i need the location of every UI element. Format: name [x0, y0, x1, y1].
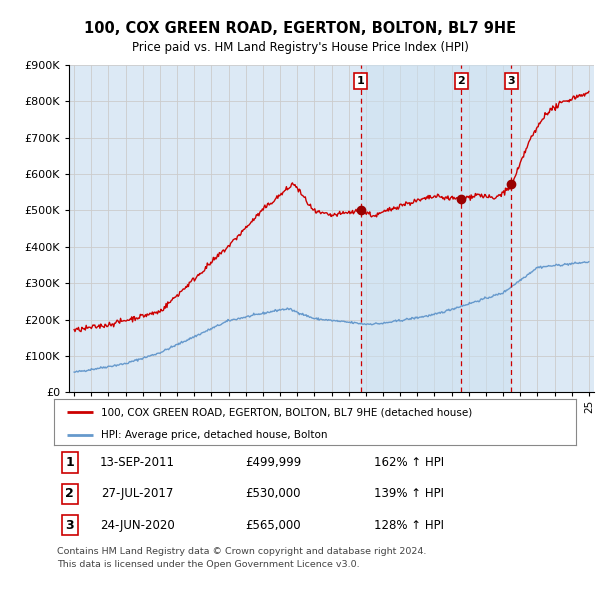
Text: This data is licensed under the Open Government Licence v3.0.: This data is licensed under the Open Gov…	[57, 560, 359, 569]
Text: 3: 3	[65, 519, 74, 532]
Text: £530,000: £530,000	[245, 487, 301, 500]
Bar	[361, 65, 511, 392]
Text: 100, COX GREEN ROAD, EGERTON, BOLTON, BL7 9HE (detached house): 100, COX GREEN ROAD, EGERTON, BOLTON, BL…	[101, 407, 472, 417]
Text: 128% ↑ HPI: 128% ↑ HPI	[374, 519, 444, 532]
Text: £499,999: £499,999	[245, 456, 301, 469]
Text: 1: 1	[65, 456, 74, 469]
Text: £565,000: £565,000	[245, 519, 301, 532]
Text: 24-JUN-2020: 24-JUN-2020	[100, 519, 175, 532]
Text: HPI: Average price, detached house, Bolton: HPI: Average price, detached house, Bolt…	[101, 430, 328, 440]
Text: 27-JUL-2017: 27-JUL-2017	[101, 487, 174, 500]
Text: 2: 2	[65, 487, 74, 500]
Text: 139% ↑ HPI: 139% ↑ HPI	[374, 487, 444, 500]
Text: 1: 1	[357, 76, 365, 86]
Text: Price paid vs. HM Land Registry's House Price Index (HPI): Price paid vs. HM Land Registry's House …	[131, 41, 469, 54]
Text: 2: 2	[458, 76, 465, 86]
Text: 13-SEP-2011: 13-SEP-2011	[100, 456, 175, 469]
Text: Contains HM Land Registry data © Crown copyright and database right 2024.: Contains HM Land Registry data © Crown c…	[57, 547, 427, 556]
Text: 162% ↑ HPI: 162% ↑ HPI	[374, 456, 444, 469]
Text: 3: 3	[508, 76, 515, 86]
Text: 100, COX GREEN ROAD, EGERTON, BOLTON, BL7 9HE: 100, COX GREEN ROAD, EGERTON, BOLTON, BL…	[84, 21, 516, 35]
